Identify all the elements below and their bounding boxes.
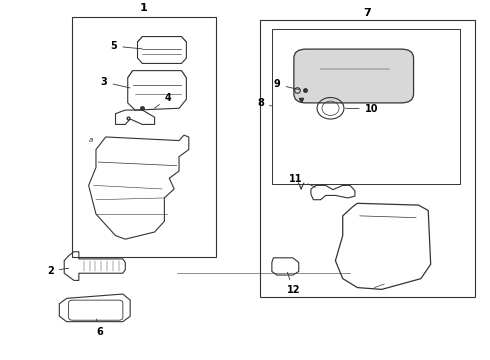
Bar (272, 30, 460, 184)
Text: 8: 8 (257, 99, 271, 108)
Text: 9: 9 (274, 80, 299, 90)
Text: 1: 1 (140, 3, 147, 13)
Text: 3: 3 (101, 77, 130, 88)
Text: a: a (89, 138, 93, 143)
Bar (72, 17, 216, 257)
FancyBboxPatch shape (294, 49, 414, 103)
Text: 10: 10 (345, 104, 378, 114)
Bar (260, 21, 475, 297)
Text: 6: 6 (96, 319, 103, 337)
Text: 12: 12 (287, 272, 300, 295)
Text: 5: 5 (111, 41, 142, 51)
Text: 4: 4 (154, 93, 171, 108)
Text: 7: 7 (363, 8, 371, 18)
Text: 11: 11 (289, 174, 316, 187)
Text: 2: 2 (47, 266, 69, 276)
